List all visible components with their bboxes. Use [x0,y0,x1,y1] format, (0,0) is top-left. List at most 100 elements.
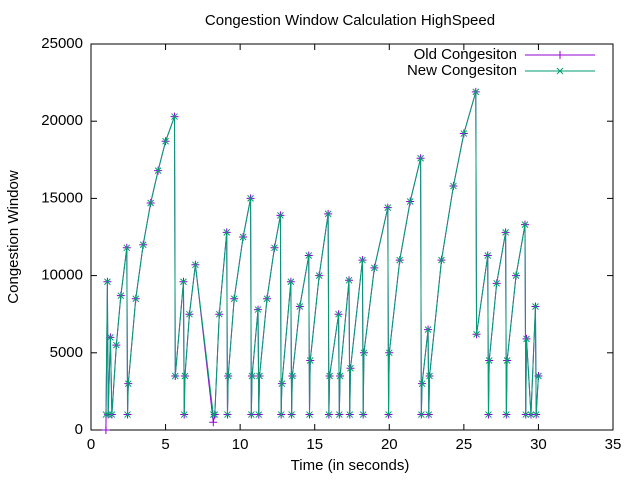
point-marker [473,330,480,338]
point-marker [346,411,354,418]
point-marker [503,411,510,418]
point-marker [209,418,218,427]
point-marker [417,411,425,418]
y-tick-label: 25000 [41,35,83,52]
point-marker [535,372,542,380]
point-marker [522,411,530,418]
point-marker [271,244,278,252]
x-tick-label: 30 [530,436,547,453]
point-marker [521,221,529,229]
point-marker [180,411,188,418]
point-marker [315,272,323,279]
point-marker [396,256,404,264]
y-tick-label: 0 [75,421,83,438]
y-tick-label: 5000 [50,344,83,361]
point-marker [101,426,110,434]
point-marker [107,334,114,341]
point-marker [256,372,263,380]
point-marker [360,349,368,357]
point-marker [523,335,530,343]
point-marker [124,380,132,388]
point-marker [326,372,333,380]
point-marker [485,357,493,364]
point-marker [171,372,179,380]
point-marker [371,264,378,272]
point-marker [359,411,367,418]
point-marker [335,411,343,418]
point-marker [512,272,520,279]
point-marker [139,241,147,249]
x-tick-label: 5 [161,436,169,453]
point-marker [224,411,231,418]
point-marker [426,372,433,380]
point-marker [248,372,256,380]
point-marker [484,252,492,259]
point-marker [263,295,271,303]
point-marker [385,411,392,418]
point-marker [254,306,262,313]
point-marker [532,411,540,418]
point-marker [384,204,392,212]
point-marker [277,411,285,418]
point-marker [104,278,111,286]
point-marker [417,154,424,162]
y-tick-label: 20000 [41,112,83,129]
point-marker [288,372,296,380]
point-marker [247,411,255,418]
point-marker [117,292,125,300]
point-marker [181,372,189,380]
point-marker [335,310,342,318]
point-marker [211,411,219,418]
point-marker [306,411,313,418]
chart-title: Congestion Window Calculation HighSpeed [205,12,495,29]
point-marker [406,198,414,205]
x-tick-label: 15 [306,436,323,453]
point-marker [215,310,223,318]
x-tick-label: 0 [87,436,95,453]
point-marker [347,364,354,372]
point-marker [527,411,535,418]
point-marker [154,167,162,174]
point-marker [277,212,284,219]
point-marker [418,380,426,388]
point-marker [325,411,333,418]
point-marker [224,372,232,380]
point-marker [336,372,344,380]
point-marker [485,411,492,418]
y-axis-label: Congestion Window [5,170,22,304]
point-marker [147,199,155,207]
point-marker [502,229,509,236]
legend-label: New Congesiton [407,62,517,79]
point-marker [305,252,313,259]
legend-label: Old Congesiton [414,46,517,63]
point-marker [239,233,247,241]
x-tick-label: 25 [456,436,473,453]
point-marker [424,326,432,333]
y-tick-label: 15000 [41,189,83,206]
point-marker [180,278,187,286]
point-marker [345,276,353,284]
point-marker [209,411,217,418]
point-marker [192,261,199,269]
point-marker [385,349,393,357]
legend-marker [556,67,564,75]
point-marker [493,279,501,287]
point-marker [230,295,238,303]
x-tick-label: 20 [381,436,398,453]
x-tick-label: 35 [605,436,622,453]
point-marker [162,137,169,145]
point-marker [108,411,116,418]
y-tick-label: 10000 [41,267,83,284]
point-marker [278,380,286,388]
point-marker [503,357,511,364]
legend-marker [556,51,564,59]
point-marker [460,130,468,137]
point-marker [472,88,480,96]
point-marker [123,244,131,252]
point-marker [102,411,110,418]
point-marker [171,113,178,120]
point-marker [306,357,314,364]
x-tick-label: 10 [232,436,249,453]
